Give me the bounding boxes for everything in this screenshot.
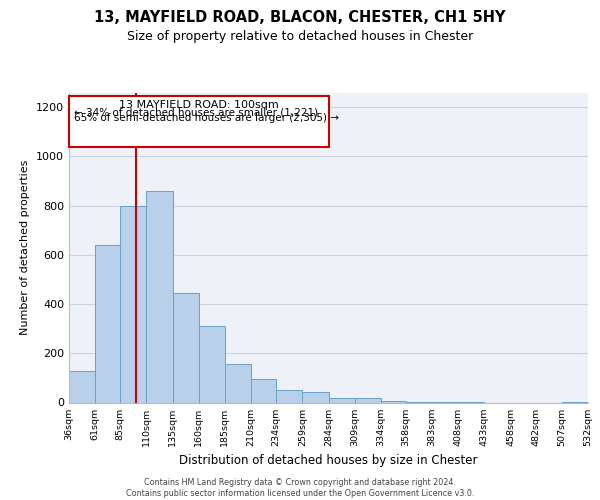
Bar — [146, 191, 173, 402]
Bar — [95, 245, 120, 402]
X-axis label: Distribution of detached houses by size in Chester: Distribution of detached houses by size … — [179, 454, 478, 467]
Text: 65% of semi-detached houses are larger (2,305) →: 65% of semi-detached houses are larger (… — [74, 113, 339, 123]
Text: 13 MAYFIELD ROAD: 100sqm: 13 MAYFIELD ROAD: 100sqm — [119, 100, 278, 110]
Bar — [69, 370, 95, 402]
FancyBboxPatch shape — [69, 96, 329, 146]
Bar — [251, 379, 276, 402]
Text: Contains HM Land Registry data © Crown copyright and database right 2024.
Contai: Contains HM Land Registry data © Crown c… — [126, 478, 474, 498]
Bar — [355, 398, 381, 402]
Bar — [329, 398, 355, 402]
Text: 13, MAYFIELD ROAD, BLACON, CHESTER, CH1 5HY: 13, MAYFIELD ROAD, BLACON, CHESTER, CH1 … — [94, 10, 506, 25]
Y-axis label: Number of detached properties: Number of detached properties — [20, 160, 31, 335]
Bar — [225, 364, 251, 403]
Bar — [276, 390, 302, 402]
Bar — [199, 326, 225, 402]
Bar — [120, 206, 146, 402]
Bar — [381, 400, 406, 402]
Text: ← 34% of detached houses are smaller (1,221): ← 34% of detached houses are smaller (1,… — [74, 108, 319, 118]
Bar — [302, 392, 329, 402]
Text: Size of property relative to detached houses in Chester: Size of property relative to detached ho… — [127, 30, 473, 43]
Bar — [173, 293, 199, 403]
